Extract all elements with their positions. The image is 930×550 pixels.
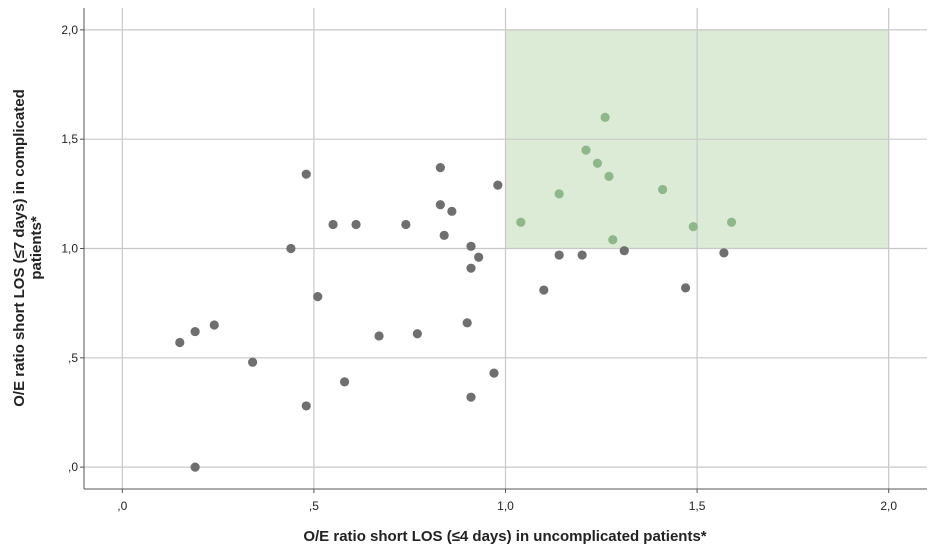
y-tick-label: 2,0 — [61, 23, 78, 37]
x-tick-label: 2,0 — [880, 499, 897, 513]
data-point — [447, 206, 457, 216]
y-axis-title-line2: patients* — [28, 216, 45, 280]
data-point — [726, 217, 737, 227]
data-point — [539, 285, 549, 295]
data-point — [554, 189, 564, 199]
data-point — [719, 248, 729, 258]
data-point — [658, 184, 668, 195]
data-point — [466, 241, 476, 251]
data-point — [608, 235, 618, 245]
y-tick-label: 1,5 — [61, 132, 78, 146]
data-point — [248, 357, 258, 367]
data-point — [301, 401, 311, 411]
data-point — [600, 112, 610, 122]
data-point — [412, 329, 422, 339]
data-point — [351, 219, 361, 230]
data-point — [190, 326, 200, 337]
data-point — [581, 145, 591, 155]
data-point — [466, 392, 476, 402]
x-axis-title: O/E ratio short LOS (≤4 days) in uncompl… — [303, 528, 706, 545]
data-point — [175, 337, 185, 348]
y-axis-title-group: O/E ratio short LOS (≤7 days) in complic… — [11, 89, 45, 406]
x-tick-label: 1,0 — [497, 499, 514, 513]
x-tick-label: ,5 — [309, 499, 319, 513]
data-point — [209, 320, 219, 330]
y-axis-title-line1: O/E ratio short LOS (≤7 days) in complic… — [11, 89, 28, 406]
y-tick-label: ,5 — [68, 351, 78, 365]
y-tick-label: 1,0 — [61, 242, 78, 256]
data-point — [577, 250, 587, 260]
data-point — [466, 263, 476, 273]
data-point — [374, 331, 384, 341]
data-point — [328, 219, 338, 230]
data-point — [190, 462, 200, 472]
x-tick-label: 1,5 — [689, 499, 706, 513]
data-point — [435, 163, 445, 173]
data-point — [462, 318, 472, 328]
data-point — [401, 219, 411, 230]
x-tick-labels: ,0 ,5 1,0 1,5 2,0 — [117, 489, 897, 513]
y-tick-label: ,0 — [68, 460, 78, 474]
y-tick-labels: ,0 ,5 1,0 1,5 2,0 — [61, 23, 84, 474]
data-point — [516, 217, 526, 227]
x-tick-label: ,0 — [117, 499, 127, 513]
data-point — [439, 230, 449, 240]
data-point — [339, 377, 350, 387]
data-point — [489, 368, 499, 378]
data-point — [592, 158, 603, 168]
data-point — [688, 222, 698, 232]
grid-lines — [84, 8, 927, 489]
data-point — [435, 200, 445, 210]
data-points — [175, 112, 737, 472]
data-point — [286, 243, 296, 254]
data-point — [680, 283, 691, 293]
data-point — [301, 169, 311, 179]
data-point — [554, 250, 564, 260]
data-point — [313, 292, 323, 302]
data-point — [604, 171, 614, 181]
data-point — [493, 180, 503, 190]
data-point — [619, 246, 629, 256]
data-point — [474, 252, 484, 262]
